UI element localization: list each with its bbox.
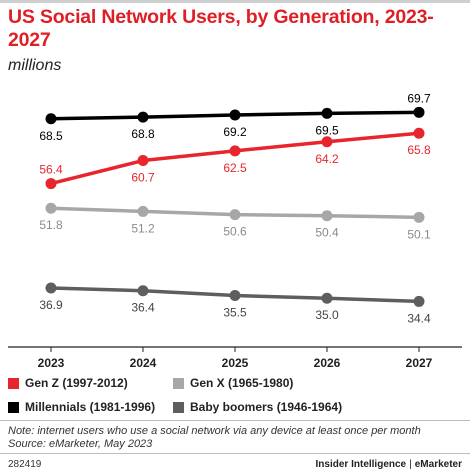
x-tick-label: 2025 [222, 356, 249, 370]
data-label-millennials: 69.2 [223, 125, 247, 139]
data-label-gen-z: 62.5 [223, 161, 247, 175]
data-point-gen-z [321, 136, 333, 148]
legend-label-millennials: Millennials (1981-1996) [25, 400, 156, 414]
data-label-millennials: 68.5 [39, 129, 63, 143]
legend-item-millennials: Millennials (1981-1996) [8, 400, 155, 414]
data-label-gen-z: 65.8 [407, 143, 431, 157]
chart-id: 282419 [8, 459, 42, 470]
data-label-gen-x: 51.8 [39, 218, 63, 232]
data-point-gen-x [137, 205, 149, 217]
x-tick-label: 2023 [38, 356, 65, 370]
data-point-baby-boomers [321, 292, 333, 304]
legend-item-gen-z: Gen Z (1997-2012) [8, 376, 128, 390]
data-point-millennials [321, 107, 333, 119]
data-label-gen-z: 64.2 [315, 152, 339, 166]
x-tick-label: 2027 [406, 356, 433, 370]
data-label-millennials: 69.5 [315, 123, 339, 137]
data-label-baby-boomers: 36.9 [39, 298, 63, 312]
legend-label-boomers: Baby boomers (1946-1964) [190, 400, 343, 414]
footer-divider [0, 453, 470, 454]
data-label-gen-z: 56.4 [39, 163, 63, 177]
chart-subtitle: millions [8, 57, 62, 74]
data-label-gen-x: 50.6 [223, 225, 247, 239]
x-tick-label: 2026 [314, 356, 341, 370]
data-label-baby-boomers: 35.5 [223, 306, 247, 320]
data-point-millennials [45, 113, 57, 125]
data-label-baby-boomers: 36.4 [131, 301, 155, 315]
data-point-gen-x [45, 202, 57, 214]
gen-z-swatch [8, 377, 19, 389]
data-point-gen-x [413, 211, 425, 223]
brand-separator: | [409, 459, 412, 470]
data-point-baby-boomers [137, 285, 149, 297]
data-point-gen-x [321, 210, 333, 222]
data-point-baby-boomers [229, 290, 241, 302]
data-label-baby-boomers: 34.4 [407, 311, 431, 325]
data-point-gen-x [229, 209, 241, 221]
data-point-millennials [229, 109, 241, 121]
legend-label-gen-x: Gen X (1965-1980) [190, 376, 294, 390]
data-point-millennials [137, 111, 149, 123]
data-label-gen-z: 60.7 [131, 171, 155, 185]
millennials-swatch [8, 401, 19, 413]
line-chart: 68.5 68.8 69.2 69.5 69.7 56.4 60.7 62.5 64.2 65.8… [8, 91, 462, 370]
data-point-millennials [413, 106, 425, 118]
data-label-gen-x: 50.1 [407, 227, 431, 241]
data-label-gen-x: 51.2 [131, 221, 155, 235]
chart-title: US Social Network Users, by Generation, … [8, 6, 434, 51]
note-text: Note: internet users who use a social ne… [8, 425, 421, 437]
brand-mark: Insider Intelligence | eMarketer [316, 459, 462, 470]
boomers-swatch [173, 401, 184, 413]
brand-left: Insider Intelligence [315, 459, 407, 470]
data-point-baby-boomers [413, 295, 425, 307]
legend-label-gen-z: Gen Z (1997-2012) [25, 376, 128, 390]
data-label-millennials: 69.7 [407, 91, 431, 105]
legend-item-gen-x: Gen X (1965-1980) [173, 376, 293, 390]
brand-right: eMarketer [414, 459, 462, 470]
notes-divider [0, 420, 470, 421]
top-rule [0, 0, 470, 3]
series-line-gen-z [50, 131, 420, 186]
source-text: Source: eMarketer, May 2023 [8, 438, 153, 450]
data-label-gen-x: 50.4 [315, 226, 339, 240]
data-label-millennials: 68.8 [131, 127, 155, 141]
legend-item-boomers: Baby boomers (1946-1964) [173, 400, 342, 414]
data-point-gen-z [229, 145, 241, 157]
data-point-gen-z [45, 178, 57, 190]
data-point-gen-z [137, 155, 149, 167]
x-tick-label: 2024 [130, 356, 157, 370]
data-point-baby-boomers [45, 282, 57, 294]
data-label-baby-boomers: 35.0 [315, 308, 339, 322]
data-point-gen-z [413, 127, 425, 139]
gen-x-swatch [173, 377, 184, 389]
